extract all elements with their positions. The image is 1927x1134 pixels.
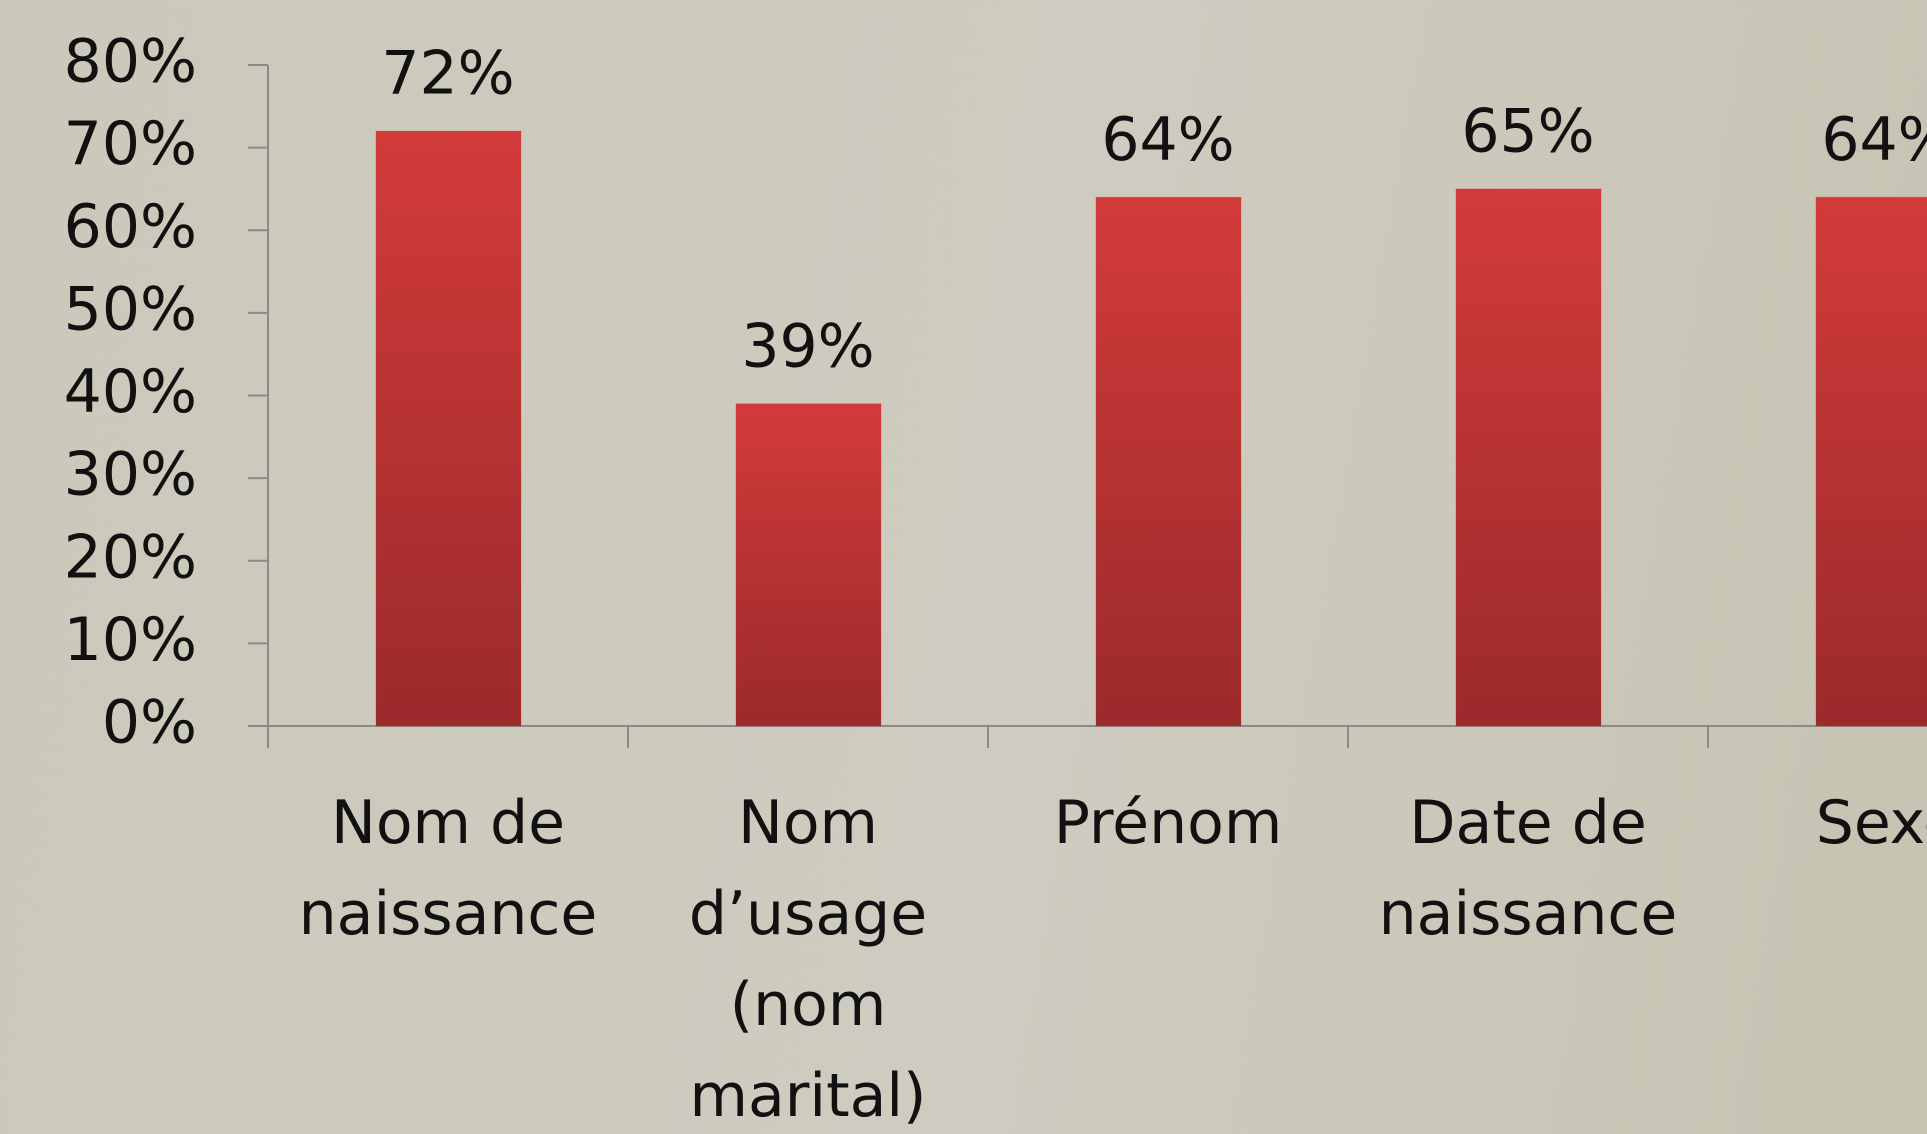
- data-label: 39%: [741, 311, 874, 381]
- y-tick-label: 40%: [64, 357, 197, 427]
- x-tick-label: Nom de naissance: [298, 788, 598, 949]
- x-tick-label: Date de naissance: [1378, 788, 1678, 949]
- y-tick-label: 80%: [64, 27, 197, 97]
- y-tick-label: 50%: [64, 274, 197, 344]
- bar: [375, 130, 522, 727]
- x-tick-label: Sexe: [1815, 788, 1927, 858]
- bar: [735, 403, 882, 727]
- y-tick-label: 10%: [64, 605, 197, 675]
- bar: [1095, 196, 1242, 727]
- data-label: 65%: [1461, 97, 1594, 167]
- data-label: 64%: [1101, 105, 1234, 175]
- data-label: 72%: [381, 39, 514, 109]
- y-tick-label: 70%: [64, 109, 197, 179]
- y-tick-label: 60%: [64, 192, 197, 262]
- y-tick-label: 30%: [64, 440, 197, 510]
- x-tick-label: Prénom: [1053, 788, 1283, 858]
- y-tick-label: 20%: [64, 522, 197, 592]
- bar: [1815, 196, 1927, 727]
- x-tick-label: Nom d’usage (nom marital): [688, 788, 928, 1131]
- data-label: 64%: [1821, 105, 1927, 175]
- y-tick-label: 0%: [102, 688, 197, 758]
- bar: [1455, 188, 1602, 727]
